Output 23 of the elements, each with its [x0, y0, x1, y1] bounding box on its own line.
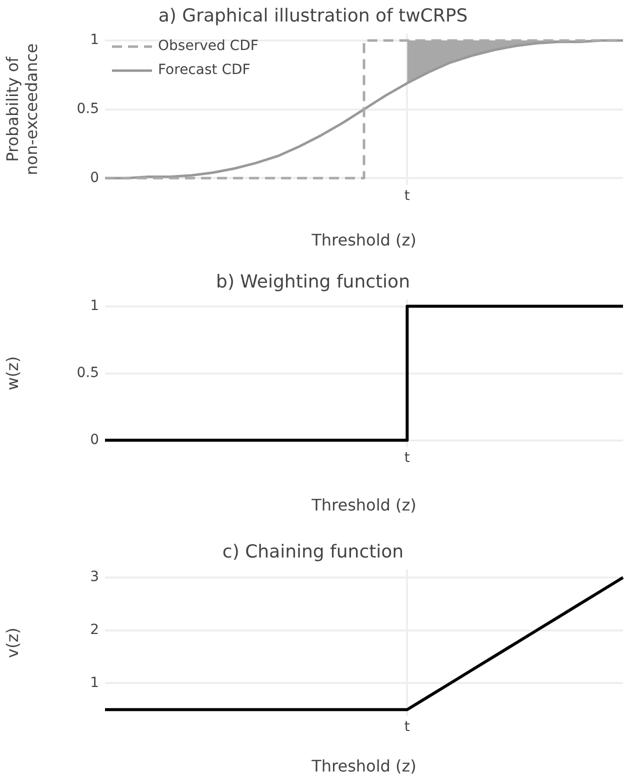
y-tick-label: 2: [90, 622, 99, 638]
x-tick-label: t: [404, 188, 410, 204]
y-axis-title: w(z): [2, 356, 22, 390]
y-tick-label: 1: [90, 674, 99, 691]
y-tick-label: 1: [90, 298, 99, 314]
y-tick-label: 0: [90, 170, 99, 186]
legend-label: Forecast CDF: [158, 62, 250, 78]
y-tick-label: 0.5: [76, 100, 99, 117]
y-tick-label: 0: [90, 432, 99, 448]
y-axis-title: v(z): [2, 628, 22, 658]
y-tick-label: 1: [90, 32, 99, 48]
x-axis-title: Threshold (z): [310, 756, 416, 776]
y-axis-title: Probability of non-exceedance: [2, 43, 41, 176]
x-tick-label: t: [404, 450, 410, 466]
chart-title: b) Weighting function: [216, 271, 410, 292]
chart-title: c) Chaining function: [222, 541, 404, 562]
x-axis-title: Threshold (z): [310, 230, 416, 250]
y-tick-label: 3: [90, 569, 99, 586]
x-tick-label: t: [404, 719, 410, 736]
chart-title: a) Graphical illustration of twCRPS: [158, 5, 468, 26]
legend-label: Observed CDF: [158, 38, 258, 54]
y-tick-label: 0.5: [76, 364, 99, 381]
x-axis-title: Threshold (z): [310, 496, 416, 515]
